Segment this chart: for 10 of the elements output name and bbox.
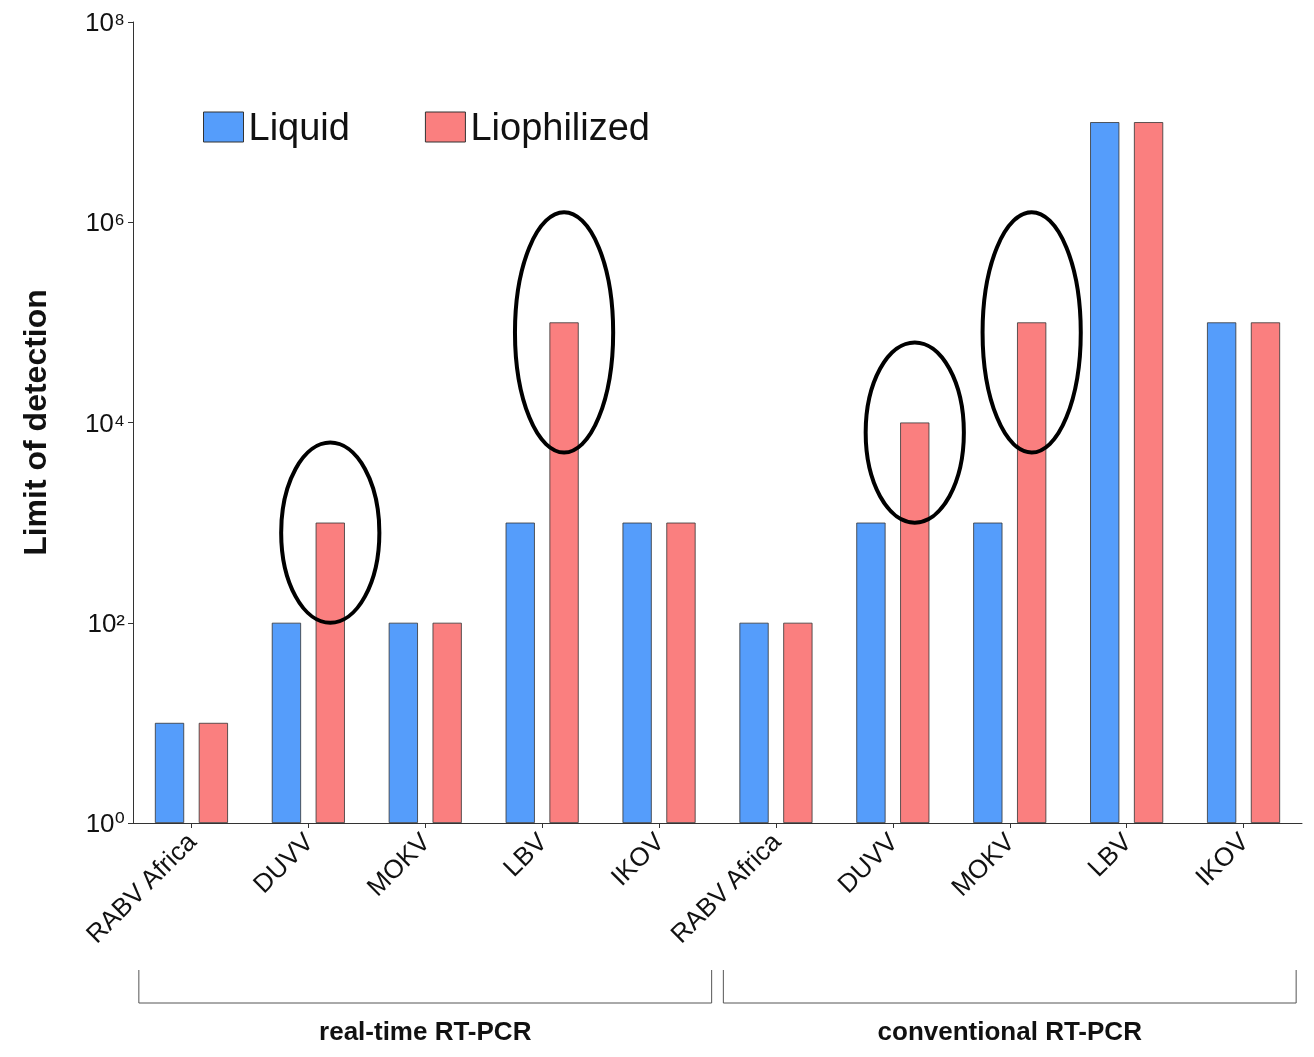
y-tick-label: 10⁰ bbox=[85, 808, 125, 838]
legend-label: Liquid bbox=[248, 106, 350, 148]
y-tick-label: 10² bbox=[87, 607, 126, 638]
y-tick-label: 10⁸ bbox=[85, 7, 125, 37]
legend-label: Liophilized bbox=[470, 106, 650, 148]
text: conventional RT-PCR bbox=[877, 1016, 1143, 1046]
text: real-time RT-PCR bbox=[319, 1016, 532, 1046]
y-axis-title: Limit of detection bbox=[17, 289, 53, 556]
y-tick-label: 10⁴ bbox=[84, 407, 125, 438]
y-tick-label: 10⁶ bbox=[85, 207, 125, 238]
